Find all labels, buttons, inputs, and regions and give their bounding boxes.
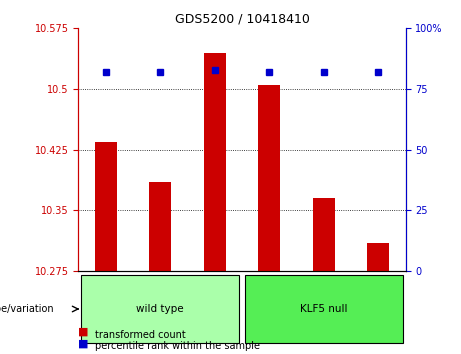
Text: percentile rank within the sample: percentile rank within the sample xyxy=(95,341,260,351)
Bar xyxy=(313,198,335,271)
Bar xyxy=(95,142,117,271)
Text: ■: ■ xyxy=(78,338,89,348)
Bar xyxy=(367,243,389,271)
Bar xyxy=(204,53,226,271)
FancyBboxPatch shape xyxy=(245,275,403,343)
Text: ■: ■ xyxy=(78,326,89,337)
Bar xyxy=(149,182,171,271)
Text: transformed count: transformed count xyxy=(95,330,185,339)
Text: genotype/variation: genotype/variation xyxy=(0,304,54,314)
Title: GDS5200 / 10418410: GDS5200 / 10418410 xyxy=(175,13,309,26)
FancyBboxPatch shape xyxy=(81,275,239,343)
Text: wild type: wild type xyxy=(136,304,184,314)
Bar xyxy=(258,85,280,271)
Text: KLF5 null: KLF5 null xyxy=(300,304,348,314)
